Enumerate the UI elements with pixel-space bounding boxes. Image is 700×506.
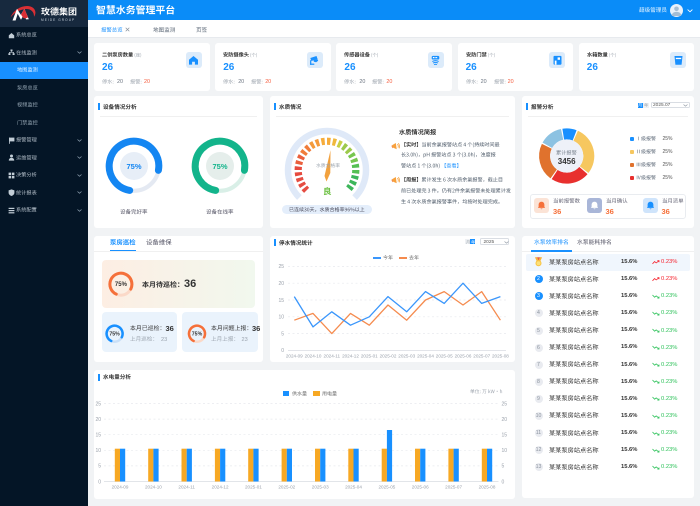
svg-text:75%: 75% xyxy=(126,162,141,171)
svg-text:75%: 75% xyxy=(212,162,227,171)
